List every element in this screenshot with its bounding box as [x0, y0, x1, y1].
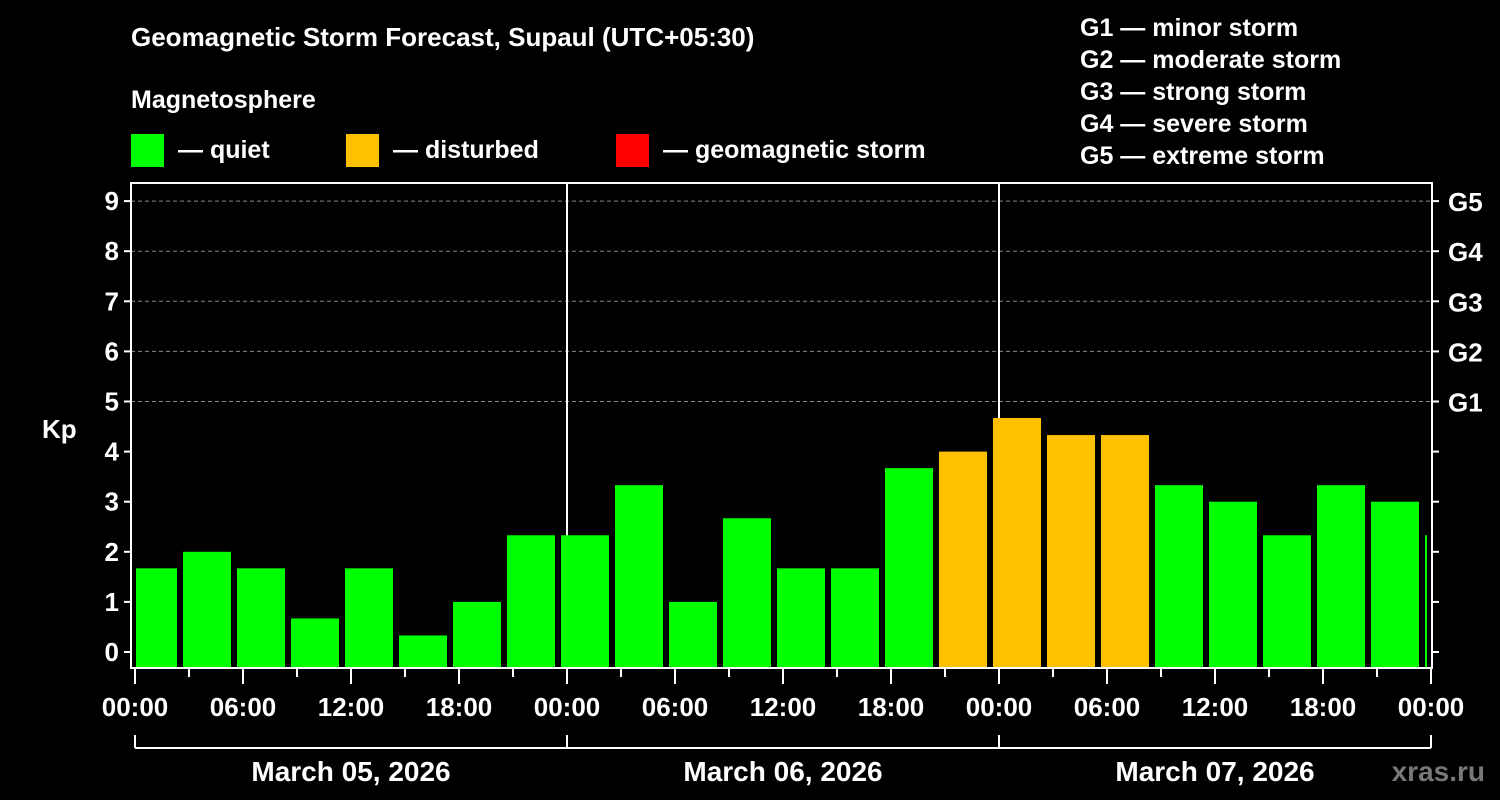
date-label: March 05, 2026: [251, 756, 450, 787]
x-tick-label: 06:00: [1074, 692, 1141, 722]
storm-scale-g1: G1 — minor storm: [1080, 14, 1299, 42]
y-tick-label: 3: [105, 487, 119, 517]
y-tick-label: 9: [105, 186, 119, 216]
legend-label: — quiet: [178, 135, 270, 164]
storm-scale-g2: G2 — moderate storm: [1080, 46, 1342, 74]
legend-quiet: — quiet: [131, 133, 270, 167]
legend-swatch-storm: [616, 133, 649, 167]
kp-bar: [1047, 435, 1095, 668]
x-tick-label: 00:00: [102, 692, 169, 722]
y-tick-label: 0: [105, 637, 119, 667]
y-tick-label: 1: [105, 587, 119, 617]
x-tick-label: 00:00: [966, 692, 1033, 722]
y-axis-label: Kp: [42, 414, 77, 444]
kp-bar: [939, 451, 987, 668]
kp-bar: [1263, 535, 1311, 668]
kp-bar: [453, 601, 501, 668]
kp-bar: [183, 551, 231, 668]
storm-scale-g5: G5 — extreme storm: [1080, 142, 1325, 170]
kp-bar: [237, 568, 285, 668]
kp-bar: [777, 568, 825, 668]
kp-bar: [507, 535, 555, 668]
x-tick-label: 12:00: [750, 692, 817, 722]
y-tick-label: 5: [105, 387, 119, 417]
legend-storm: — geomagnetic storm: [616, 133, 926, 167]
legend-swatch-quiet: [131, 133, 164, 167]
watermark: xras.ru: [1391, 756, 1485, 787]
legend-heading: Magnetosphere: [131, 86, 316, 114]
x-tick-label: 06:00: [642, 692, 709, 722]
kp-bar: [1317, 485, 1365, 668]
y-tick-label: 8: [105, 236, 119, 266]
y-tick-label: 7: [105, 286, 119, 316]
kp-bar: [885, 468, 933, 668]
kp-bar: [1101, 435, 1149, 668]
x-tick-label: 18:00: [858, 692, 925, 722]
kp-bar: [1371, 501, 1419, 668]
kp-bar: [723, 518, 771, 668]
kp-bar: [831, 568, 879, 668]
x-tick-label: 18:00: [1290, 692, 1357, 722]
kp-bar: [561, 535, 609, 668]
chart-title: Geomagnetic Storm Forecast, Supaul (UTC+…: [131, 22, 755, 52]
x-tick-label: 06:00: [210, 692, 277, 722]
kp-bar: [136, 568, 177, 668]
legend-label: — disturbed: [393, 135, 539, 164]
storm-scale-g3: G3 — strong storm: [1080, 78, 1307, 106]
y-tick-label: 4: [105, 437, 120, 467]
kp-bar: [993, 418, 1041, 668]
legend-label: — geomagnetic storm: [663, 135, 926, 164]
legend-disturbed: — disturbed: [346, 133, 539, 167]
legend-swatch-disturbed: [346, 133, 379, 167]
kp-bar: [669, 601, 717, 668]
date-label: March 06, 2026: [683, 756, 882, 787]
y-tick-label: 6: [105, 336, 119, 366]
g-level-label: G4: [1448, 237, 1483, 267]
kp-bar: [345, 568, 393, 668]
x-tick-label: 12:00: [1182, 692, 1249, 722]
x-tick-label: 00:00: [1398, 692, 1465, 722]
g-level-label: G3: [1448, 287, 1483, 317]
plot-frame: [130, 182, 1433, 669]
kp-bar: [1155, 485, 1203, 668]
date-label: March 07, 2026: [1115, 756, 1314, 787]
x-tick-label: 18:00: [426, 692, 493, 722]
storm-scale-g4: G4 — severe storm: [1080, 110, 1308, 138]
y-tick-label: 2: [105, 537, 119, 567]
kp-bar: [615, 485, 663, 668]
x-tick-label: 00:00: [534, 692, 601, 722]
g-level-label: G5: [1448, 187, 1483, 217]
kp-bar: [291, 618, 339, 668]
kp-bar: [1209, 501, 1257, 668]
kp-bar: [399, 635, 447, 668]
x-tick-label: 12:00: [318, 692, 385, 722]
kp-bar: [1425, 535, 1427, 668]
g-level-label: G2: [1448, 337, 1483, 367]
g-level-label: G1: [1448, 388, 1483, 418]
